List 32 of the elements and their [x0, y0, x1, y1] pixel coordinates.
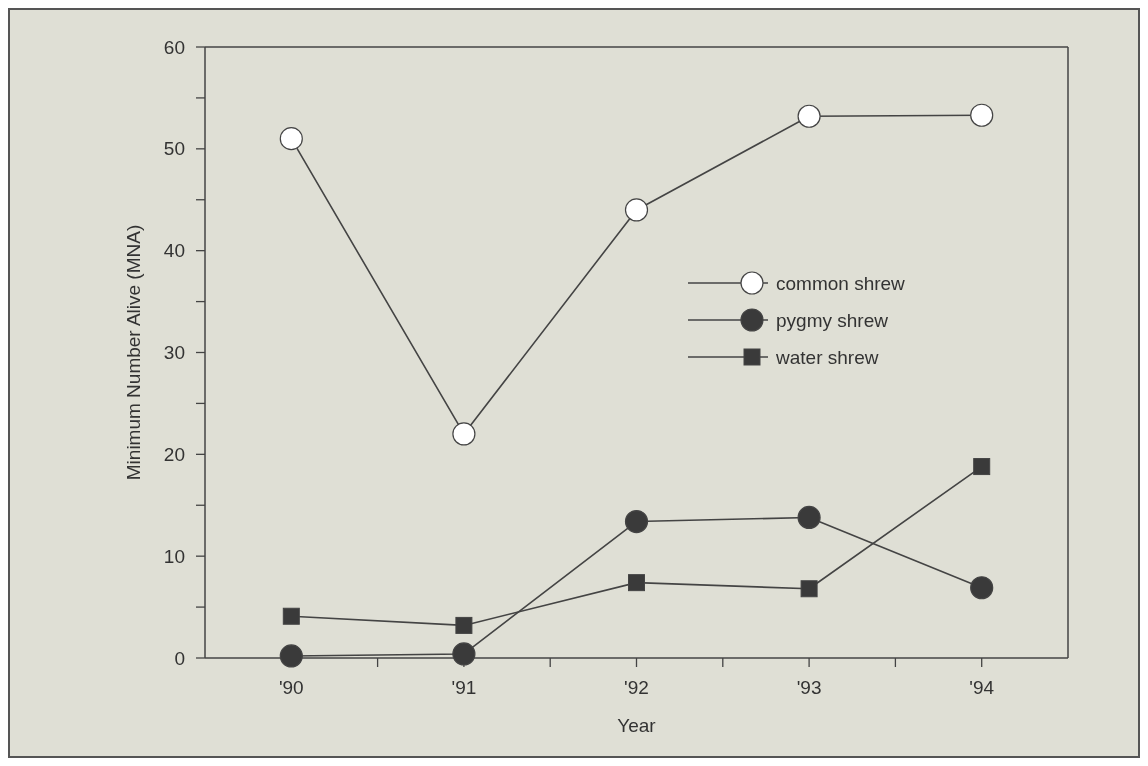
x-tick-label: '90	[278, 677, 304, 698]
y-tick-label: 10	[163, 545, 185, 567]
y-tick-label: 50	[163, 138, 185, 160]
y-tick-label: 30	[163, 342, 185, 364]
legend-label: water shrew	[775, 346, 879, 368]
point	[970, 103, 994, 127]
point	[455, 616, 473, 634]
y-tick-label: 40	[163, 240, 185, 262]
y-tick-label: 0	[174, 647, 185, 669]
legend-label: common shrew	[776, 272, 906, 294]
y-tick-label: 20	[163, 443, 185, 465]
y-tick-label: 60	[163, 36, 185, 58]
x-tick-label: '94	[969, 677, 995, 698]
x-tick-label: '91	[451, 677, 477, 698]
y-axis-title: Minimum Number Alive (MNA)	[123, 224, 144, 481]
x-tick-label: '92	[624, 677, 649, 698]
x-axis-title: Year	[617, 715, 657, 736]
point	[970, 576, 994, 600]
x-tick-label: '93	[796, 677, 822, 698]
point	[279, 127, 303, 151]
point	[624, 198, 649, 222]
point	[624, 509, 649, 534]
point	[797, 505, 821, 530]
point	[452, 422, 476, 446]
point	[628, 574, 645, 592]
point	[282, 607, 300, 625]
point	[452, 642, 476, 666]
legend-label: pygmy shrew	[776, 309, 889, 331]
point	[279, 644, 303, 668]
point	[973, 458, 991, 476]
point	[797, 104, 821, 128]
point	[800, 580, 818, 598]
